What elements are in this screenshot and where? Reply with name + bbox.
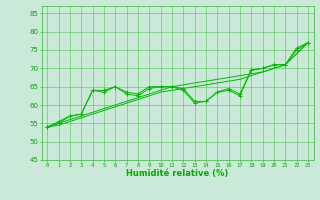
X-axis label: Humidité relative (%): Humidité relative (%) xyxy=(126,169,229,178)
